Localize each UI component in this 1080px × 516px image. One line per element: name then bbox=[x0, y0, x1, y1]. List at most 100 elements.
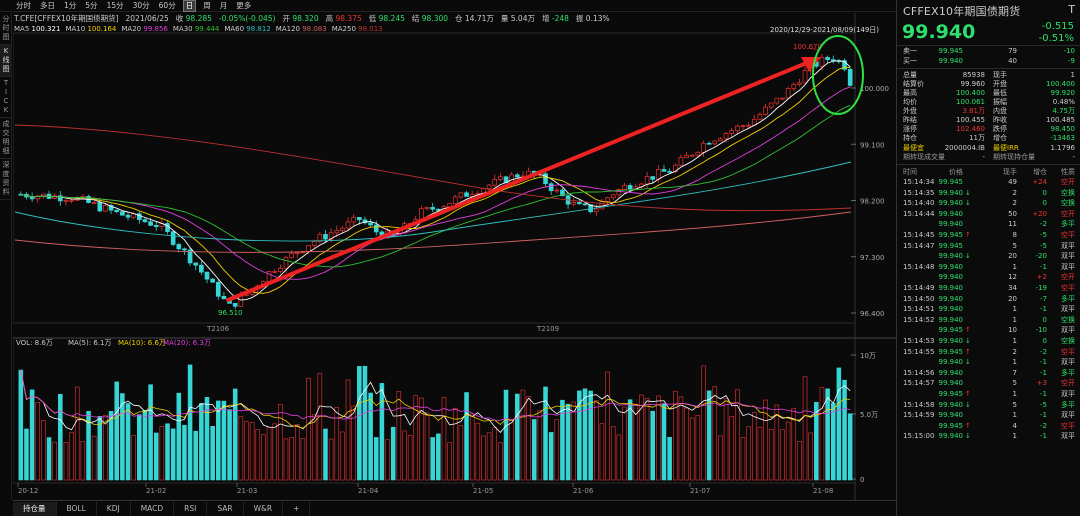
volume-bar bbox=[187, 364, 193, 481]
tick-oi: +24 bbox=[1032, 178, 1047, 186]
tick-qty: 1 bbox=[1012, 337, 1017, 345]
volume-bar bbox=[543, 386, 548, 481]
kline-chart[interactable]: 100.000 99.100 98.200 97.300 96.400 100.670 96… bbox=[13, 0, 896, 500]
tick-row: 99.940 12 +2 空开 bbox=[897, 273, 1080, 282]
volume-bar bbox=[204, 397, 210, 481]
period-tab-7[interactable]: 日 bbox=[182, 0, 197, 12]
indicator-tab-6[interactable]: W&R bbox=[244, 501, 284, 516]
volume-bar bbox=[452, 407, 458, 481]
period-tab-2[interactable]: 1分 bbox=[64, 0, 77, 10]
irr-value: 1.1796 bbox=[1050, 144, 1076, 152]
bar-date: 2021/06/25 bbox=[125, 13, 169, 23]
tick-oi: -2 bbox=[1040, 421, 1047, 430]
candle-body bbox=[847, 68, 853, 86]
volume-bar bbox=[718, 435, 723, 481]
stat-value: 3.81万 bbox=[962, 107, 985, 115]
indicator-tab-3[interactable]: MACD bbox=[131, 501, 175, 516]
indicator-tab-2[interactable]: KDJ bbox=[97, 501, 131, 516]
volume-bar bbox=[847, 413, 853, 481]
tick-price: 99.940 bbox=[938, 273, 964, 282]
stat-value: 100.061 bbox=[956, 98, 985, 106]
stat-label: 现手 bbox=[993, 71, 1007, 79]
candle-body bbox=[215, 281, 221, 297]
volume-bar bbox=[808, 432, 813, 481]
tick-oi: -1 bbox=[1040, 432, 1047, 441]
tick-qty: 20 bbox=[1008, 252, 1017, 261]
indicator-tab-7[interactable]: + bbox=[283, 501, 311, 516]
tick-nature: 多平 bbox=[1061, 294, 1075, 303]
tick-col-2: 现手 bbox=[1003, 168, 1017, 176]
tick-oi: 0 bbox=[1042, 188, 1047, 197]
max-pointer bbox=[807, 47, 820, 51]
tick-price: 99.940 bbox=[938, 337, 964, 345]
ma-legend-ma120: MA120 98.083 bbox=[275, 25, 327, 33]
candle-body bbox=[153, 224, 159, 228]
indicator-tab-1[interactable]: BOLL bbox=[57, 501, 97, 516]
indicator-tabs: 持仓量 BOLL KDJ MACD RSI SAR W&R + bbox=[13, 500, 896, 516]
volume-bar bbox=[430, 437, 435, 481]
period-tab-8[interactable]: 周 bbox=[203, 0, 211, 10]
period-tab-10[interactable]: 更多 bbox=[236, 0, 252, 10]
tick-time: 15:14:58 bbox=[903, 400, 935, 409]
tick-row: 15:14:53 99.940 ↓ 1 0 空换 bbox=[897, 337, 1080, 346]
tick-price: 99.940 bbox=[938, 411, 964, 420]
volume-bar bbox=[436, 433, 441, 481]
tick-oi: +3 bbox=[1036, 379, 1047, 388]
vol-tick-label: 5.0万 bbox=[860, 411, 878, 419]
volume-bar bbox=[594, 400, 599, 481]
tick-price: 99.945 bbox=[938, 231, 964, 239]
period-tab-6[interactable]: 60分 bbox=[158, 0, 176, 10]
volume-bar bbox=[368, 392, 373, 481]
volume-bar bbox=[571, 401, 577, 481]
x-tick-label: 21-02 bbox=[146, 487, 166, 495]
tick-oi: -7 bbox=[1040, 294, 1047, 303]
tick-row: 15:14:35 99.940 ↓ 2 0 空换 bbox=[897, 189, 1080, 198]
efp-row: 期转现成交量 - 期转现持仓量 - bbox=[897, 153, 1080, 162]
indicator-tab-4[interactable]: RSI bbox=[174, 501, 208, 516]
tick-qty: 5 bbox=[1012, 379, 1017, 388]
tick-qty: 2 bbox=[1012, 199, 1017, 208]
volume-bar bbox=[616, 434, 622, 481]
left-tab-4[interactable]: 深度资料 bbox=[0, 159, 12, 200]
volume-bar bbox=[103, 414, 108, 481]
volume-bar bbox=[706, 390, 712, 481]
volume-bar bbox=[362, 365, 368, 481]
period-tab-9[interactable]: 月 bbox=[219, 0, 228, 10]
indicator-tab-0[interactable]: 持仓量 bbox=[13, 501, 57, 516]
period-tab-5[interactable]: 30分 bbox=[132, 0, 150, 10]
candle-body bbox=[266, 271, 272, 282]
tick-price: 99.940 bbox=[938, 432, 964, 441]
left-tab-0[interactable]: 分时图 bbox=[0, 13, 12, 45]
volume-bar bbox=[763, 399, 768, 481]
period-tab-0[interactable]: 分时 bbox=[16, 0, 31, 10]
tick-arrow: ↑ bbox=[965, 326, 971, 335]
volume-bar bbox=[475, 422, 481, 481]
volume-bar bbox=[498, 442, 503, 481]
period-tab-3[interactable]: 5分 bbox=[85, 0, 98, 10]
tick-time: 15:14:34 bbox=[903, 178, 935, 186]
volume-bars bbox=[18, 364, 853, 481]
irr-label: 最便IRR bbox=[993, 144, 1019, 152]
volume-bar bbox=[210, 426, 215, 481]
indicator-tab-5[interactable]: SAR bbox=[207, 501, 244, 516]
volume-bar bbox=[610, 426, 616, 481]
candle-body bbox=[272, 271, 278, 273]
volume-bar bbox=[182, 424, 187, 481]
stat-label: 跌停 bbox=[993, 125, 1007, 133]
stat-row: 总量 85938 现手 1 bbox=[897, 71, 1080, 80]
left-tab-3[interactable]: 成交明细 bbox=[0, 118, 12, 159]
volume-bar bbox=[712, 386, 718, 481]
stat-value: 100.455 bbox=[956, 116, 985, 124]
tick-qty: 50 bbox=[1008, 209, 1017, 218]
period-tab-1[interactable]: 多日 bbox=[40, 0, 55, 10]
contract-roll-label: T2106 bbox=[206, 325, 230, 333]
candle-body bbox=[667, 171, 672, 173]
candle-body bbox=[69, 199, 74, 202]
period-tab-4[interactable]: 15分 bbox=[106, 0, 124, 10]
tick-row: 15:14:49 99.940 34 -19 空平 bbox=[897, 284, 1080, 293]
tick-nature: 空平 bbox=[1061, 347, 1075, 356]
volume-bar bbox=[41, 420, 46, 481]
tick-row: 15:14:34 99.945 49 +24 空开 bbox=[897, 178, 1080, 187]
